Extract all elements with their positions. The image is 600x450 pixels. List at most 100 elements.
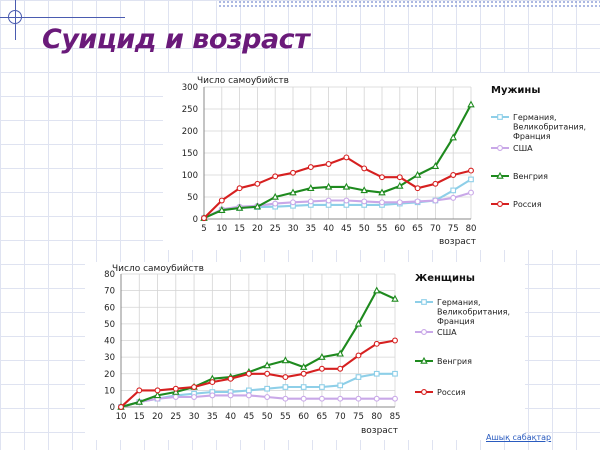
chart-men-series-россия-point: [218, 197, 225, 204]
chart-women-series-венгрия: [117, 286, 399, 410]
chart-women-series-германия-великобритания-франция-point: [355, 374, 362, 380]
chart-women-xtick-label: 20: [152, 412, 163, 422]
chart-women-series-россия-line: [120, 339, 396, 408]
chart-men-series-россия-point: [379, 174, 385, 181]
chart-women-legend-венгрия-marker: [420, 356, 428, 364]
chart-men-series-россия-point: [236, 185, 243, 192]
chart-men-series-венгрия-point: [324, 182, 333, 190]
chart-women-series-россия-point: [191, 384, 198, 391]
chart-women-series-сша-point: [245, 392, 252, 399]
chart-women-series-россия-point: [172, 385, 179, 392]
chart-men-xtick-label: 50: [359, 224, 370, 234]
chart-women-series-германия-великобритания-франция-point: [282, 384, 289, 390]
chart-men-series-венгрия-line: [203, 104, 472, 220]
chart-men-series-сша-point: [468, 189, 474, 196]
chart-men-legend-сша-marker: [497, 145, 503, 151]
chart-men-series-венгрия: [200, 100, 475, 221]
chart-women-series-венгрия-line: [120, 289, 396, 409]
chart-women-series-сша-point: [337, 395, 344, 402]
chart-women-series-сша-point: [172, 394, 179, 400]
chart-women-xtick-label: 35: [207, 412, 218, 422]
chart-men-series-венгрия-point: [378, 188, 386, 196]
chart-men-series-германия-великобритания-франция-point: [468, 176, 474, 183]
chart-men-series-россия-point: [432, 180, 439, 187]
chart-men-series-россия-point: [468, 167, 474, 174]
chart-women-series-россия-point: [318, 365, 325, 372]
chart-women-series-венгрия-point: [318, 352, 326, 360]
chart-women-series-сша-point: [191, 394, 198, 400]
chart-men-series-сша-point: [379, 199, 385, 206]
chart-women-legend-россия-label: Россия: [437, 388, 466, 397]
decor-corner-line-horizontal: [0, 17, 125, 18]
chart-men-series-венгрия-point: [467, 100, 475, 108]
chart-men-series-венгрия-point: [342, 182, 351, 190]
chart-women-series-россия-point: [118, 404, 124, 410]
chart-women-series-сша-point: [282, 395, 289, 402]
chart-women-series-россия-point: [209, 379, 216, 386]
chart-women-series-россия-point: [337, 365, 344, 372]
chart-men-xtick-label: 70: [430, 224, 441, 234]
chart-women-series-германия-великобритания-франция-point: [319, 384, 325, 390]
chart-men-series-венгрия-point: [413, 170, 422, 178]
chart-women-ytick-label: 80: [104, 270, 115, 280]
chart-men-series-россия: [201, 154, 474, 222]
chart-men-series-россия-point: [450, 172, 457, 178]
chart-men-series-сша-point: [343, 197, 350, 204]
chart-women-series-венгрия-point: [373, 286, 381, 294]
chart-women-series-россия-point: [282, 374, 289, 381]
chart-men-xtick-label: 15: [234, 224, 245, 234]
chart-women-series-венгрия-point: [299, 362, 308, 370]
chart-men-series-венгрия-point: [360, 186, 368, 194]
chart-men-xtick-label: 45: [341, 224, 352, 234]
chart-men-legend-венгрия-marker: [496, 171, 504, 179]
chart-women-xtick-label: 70: [335, 412, 346, 422]
chart-men-xtick-label: 75: [448, 224, 459, 234]
chart-men-series-сша-point: [290, 199, 296, 206]
chart-men-ytick-label: 300: [182, 83, 198, 93]
chart-women-series-германия-великобритания-франция-point: [246, 387, 252, 394]
chart-women-xtick-label: 65: [317, 412, 328, 422]
chart-women: 0 10 20 30 40 50 60 70 80 10 15 20 25 30 35 40 45 50 55 60 6…: [85, 262, 525, 440]
chart-men-ytick-label: 50: [187, 193, 198, 203]
chart-men-ytick-label: 150: [182, 149, 198, 159]
chart-women-series-сша-point: [209, 392, 216, 399]
chart-men-series-сша-point: [325, 197, 332, 204]
chart-women-legend-title: Женщины: [415, 273, 475, 284]
chart-men-series-сша-point: [450, 194, 457, 201]
chart-men-series-венгрия-point: [449, 133, 457, 141]
chart-women-series-германия-великобритания-франция-point: [337, 382, 344, 389]
chart-women-series-россия-point: [392, 337, 398, 344]
chart-women-series-сша-point: [300, 395, 307, 402]
chart-men-series-россия-point: [343, 154, 350, 161]
chart-men-series-россия-point: [414, 185, 421, 192]
chart-men-series-венгрия-point: [289, 188, 297, 196]
chart-women-series-россия-point: [227, 375, 234, 382]
chart-men-series-россия-point: [361, 165, 368, 172]
chart-women-ytick-label: 30: [104, 353, 115, 363]
chart-men-series-россия-point: [272, 173, 279, 180]
chart-women-xtick-label: 15: [134, 412, 145, 422]
chart-men-legend-венгрия-label: Венгрия: [513, 172, 548, 181]
chart-women-series-германия-великобритания-франция-point: [300, 384, 307, 390]
chart-men-series-сша-point: [307, 198, 314, 205]
chart-men-series-россия-point: [396, 174, 403, 181]
chart-women-series-сша-point: [392, 395, 398, 402]
chart-men-series-германия-великобритания-франция-point: [450, 187, 457, 194]
chart-men: 0 50 100 150 200 250 300 5 10 15 20 25 30 35 40 45 50 55 6…: [163, 73, 600, 250]
chart-women-series-венгрия-point: [153, 391, 162, 399]
chart-women-ytick-label: 60: [104, 303, 115, 313]
chart-women-xtick-label: 60: [298, 412, 309, 422]
footer-link[interactable]: Ашық сабақтар: [486, 433, 552, 442]
chart-women-series-россия-point: [373, 340, 380, 347]
chart-women-series-россия-point: [136, 387, 143, 394]
chart-men-series-сша-point: [396, 199, 403, 206]
chart-men-ytick-label: 250: [182, 105, 198, 115]
chart-women-series-россия-point: [154, 387, 161, 394]
chart-men-series-россия-point: [307, 164, 314, 171]
chart-men-ytick-label: 0: [193, 215, 198, 225]
chart-women-ytick-label: 0: [110, 403, 115, 413]
chart-women-xlabel: возраст: [361, 426, 398, 436]
chart-men-xtick-label: 40: [323, 224, 334, 234]
chart-men-legend-германия-великобритания-франция-label: Германия, Великобритания, Франция: [513, 113, 586, 141]
